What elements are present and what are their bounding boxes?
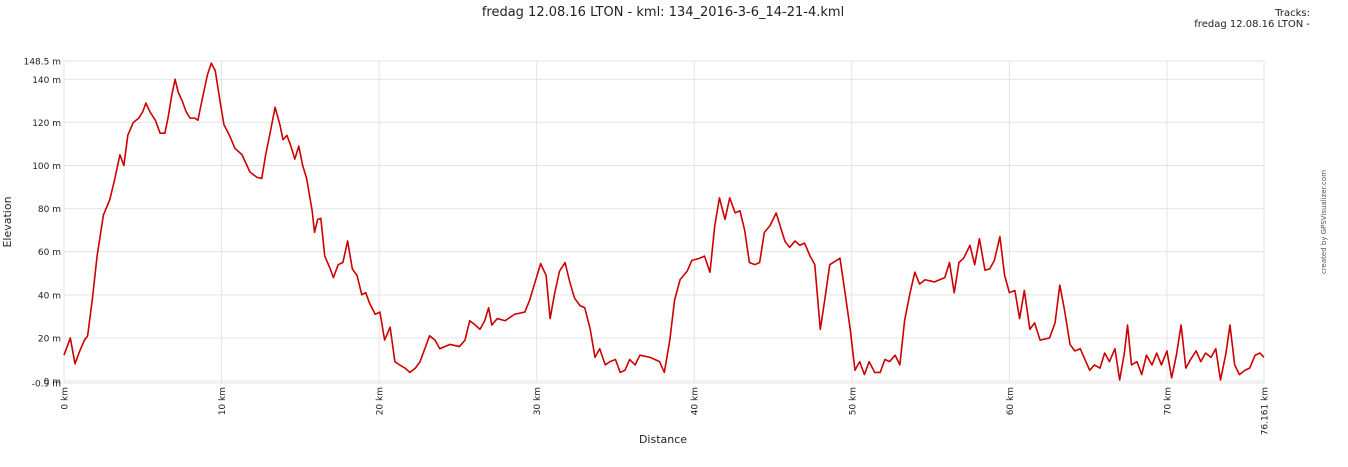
y-tick-label: 100 m	[32, 162, 61, 172]
y-tick-label: 80 m	[38, 205, 61, 215]
y-tick-label: 60 m	[38, 248, 61, 258]
x-tick-label: 40 km	[691, 387, 701, 415]
y-tick-label: 20 m	[38, 334, 61, 344]
legend-entry: fredag 12.08.16 LTON -	[1194, 19, 1310, 30]
y-tick-label: 0 m	[44, 378, 61, 388]
y-tick-label: 120 m	[32, 119, 61, 129]
x-tick-label: 30 km	[533, 387, 543, 415]
x-axis-title: Distance	[639, 433, 687, 446]
legend-title: Tracks:	[1274, 8, 1310, 19]
x-tick-label: 70 km	[1163, 387, 1173, 415]
y-tick-label: -0.9 m	[32, 380, 61, 390]
x-tick-label: 0 km	[61, 387, 71, 410]
y-tick-label: 140 m	[32, 76, 61, 86]
x-tick-label: 76.161 km	[1261, 387, 1271, 435]
chart-title: fredag 12.08.16 LTON - kml: 134_2016-3-6…	[482, 5, 844, 20]
x-tick-label: 60 km	[1006, 387, 1016, 415]
credit: created by GPSVisualizer.com	[1320, 170, 1328, 274]
x-tick-label: 50 km	[848, 387, 858, 415]
x-tick-label: 20 km	[376, 387, 386, 415]
x-tick-label: 10 km	[218, 387, 228, 415]
elevation-line	[63, 62, 1265, 381]
y-axis-title: Elevation	[1, 196, 14, 247]
y-tick-label: 40 m	[38, 291, 61, 301]
y-tick-label: 148.5 m	[24, 58, 61, 68]
